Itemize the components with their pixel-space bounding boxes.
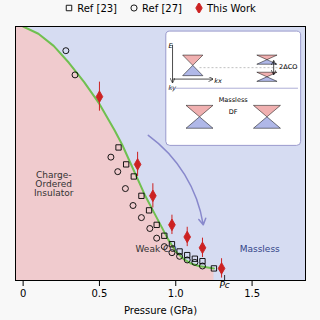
svg-text:1.0: 1.0 (168, 288, 184, 299)
svg-text:Massless: Massless (240, 244, 280, 254)
svg-text:2ΔCO: 2ΔCO (279, 63, 297, 71)
svg-text:kx: kx (214, 77, 222, 85)
svg-text:Massless: Massless (219, 96, 249, 104)
svg-text:Weak CO: Weak CO (135, 244, 176, 254)
svg-text:0.5: 0.5 (91, 288, 107, 299)
svg-text:DF: DF (229, 108, 238, 116)
svg-text:1.5: 1.5 (244, 288, 260, 299)
html-text:Ref [27]: Ref [27] (142, 2, 182, 14)
svg-text:0: 0 (20, 288, 26, 299)
svg-text:Charge-OrderedInsulator: Charge-OrderedInsulator (34, 170, 74, 198)
html-text:Ref [23]: Ref [23] (77, 2, 117, 14)
svg-text:ky: ky (168, 84, 176, 92)
svg-text:Pc: Pc (219, 280, 229, 290)
svg-text:E: E (168, 42, 173, 51)
html-text:This Work: This Work (206, 2, 256, 14)
svg-text:Pressure (GPa): Pressure (GPa) (124, 305, 197, 316)
